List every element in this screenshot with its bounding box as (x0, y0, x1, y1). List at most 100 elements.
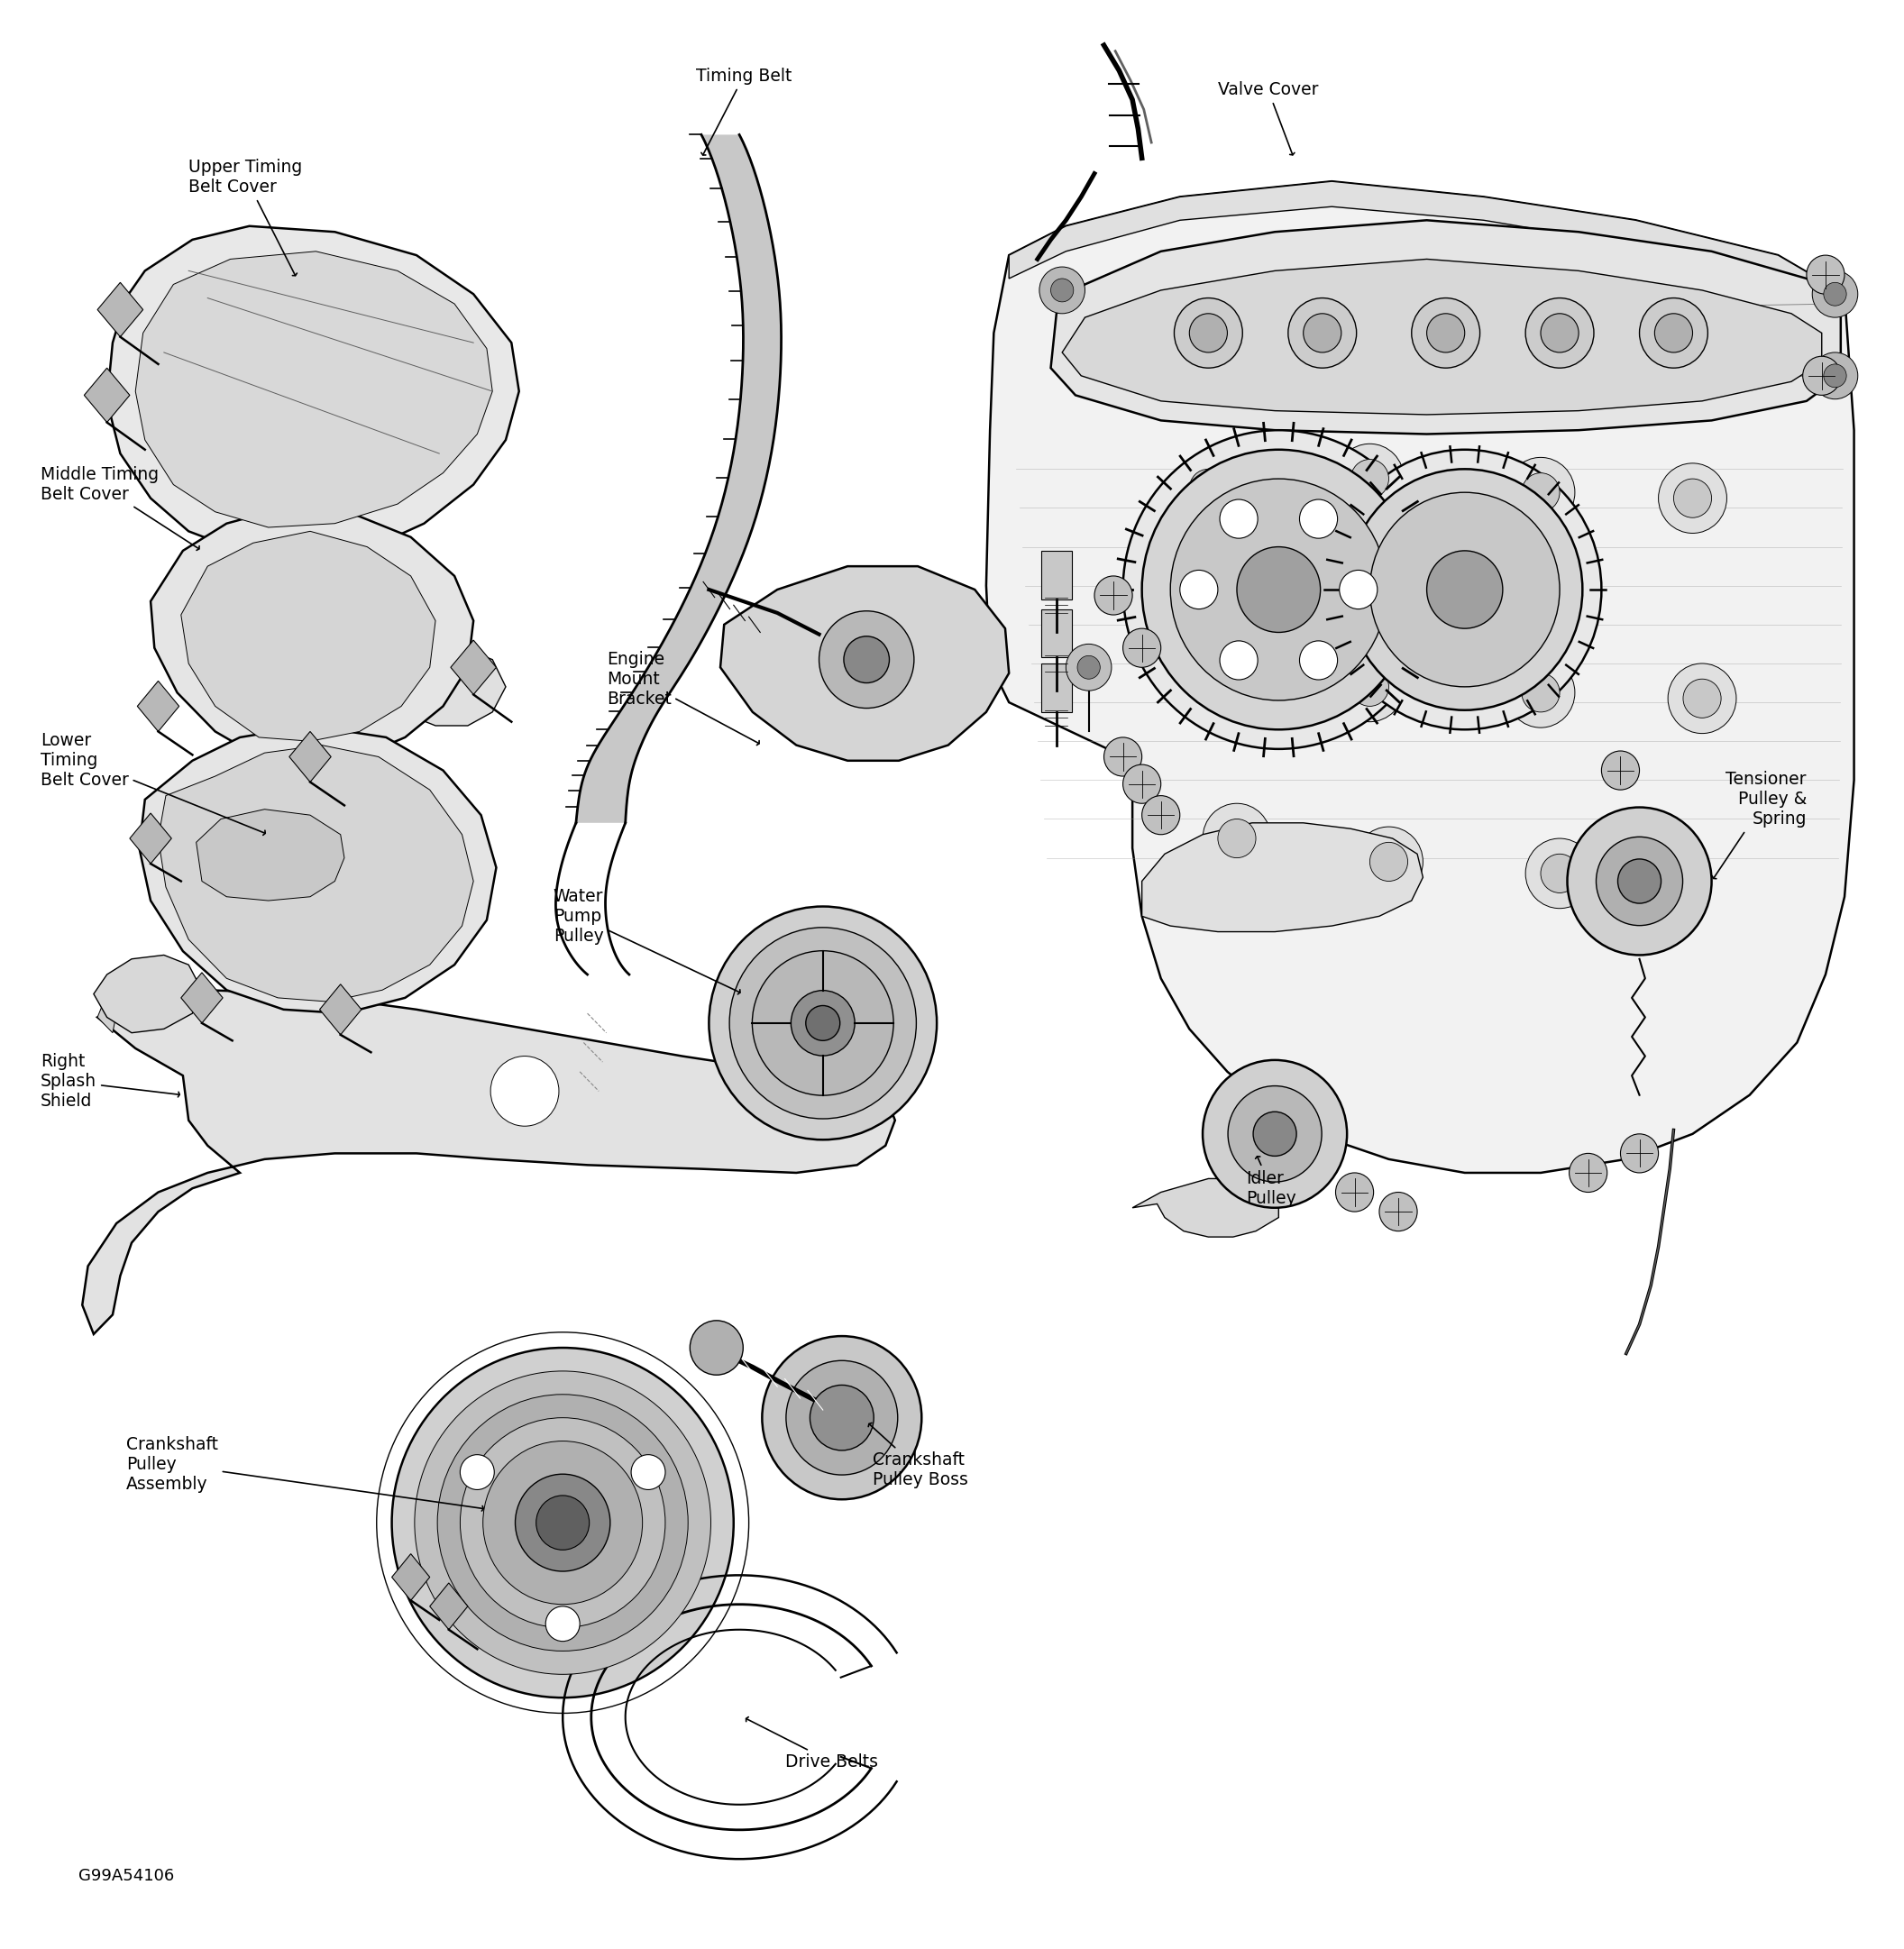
Text: Timing Belt: Timing Belt (695, 68, 792, 156)
Circle shape (516, 1473, 609, 1571)
Circle shape (1596, 836, 1683, 926)
Circle shape (392, 1349, 733, 1698)
Polygon shape (1133, 1179, 1279, 1238)
Circle shape (1369, 493, 1559, 686)
Circle shape (1335, 1173, 1373, 1212)
Circle shape (1354, 826, 1422, 897)
Circle shape (484, 1440, 642, 1604)
Circle shape (1369, 842, 1407, 881)
Circle shape (790, 990, 855, 1056)
Polygon shape (150, 509, 474, 764)
Polygon shape (137, 680, 179, 731)
Polygon shape (1051, 220, 1841, 435)
Polygon shape (451, 639, 497, 694)
Polygon shape (320, 984, 362, 1035)
Circle shape (708, 906, 937, 1140)
Polygon shape (135, 251, 493, 528)
Circle shape (1824, 283, 1847, 306)
Circle shape (1521, 672, 1559, 711)
Circle shape (1180, 571, 1219, 608)
Text: G99A54106: G99A54106 (78, 1867, 175, 1885)
Circle shape (461, 1454, 495, 1489)
Polygon shape (577, 134, 781, 822)
Circle shape (1620, 1134, 1658, 1173)
Circle shape (1506, 458, 1575, 528)
Polygon shape (97, 971, 154, 1033)
Circle shape (1190, 314, 1228, 353)
Polygon shape (986, 181, 1854, 1173)
Text: Idler
Pulley: Idler Pulley (1247, 1156, 1297, 1206)
Circle shape (1668, 663, 1736, 733)
Polygon shape (1009, 181, 1845, 314)
Polygon shape (1041, 552, 1072, 598)
Circle shape (1807, 255, 1845, 294)
Polygon shape (430, 1583, 468, 1629)
Circle shape (1123, 628, 1161, 667)
Circle shape (1123, 431, 1434, 748)
Circle shape (1683, 678, 1721, 717)
Circle shape (415, 1370, 710, 1674)
Circle shape (1171, 479, 1386, 700)
Polygon shape (392, 1553, 430, 1600)
Polygon shape (1062, 259, 1822, 415)
Text: Middle Timing
Belt Cover: Middle Timing Belt Cover (40, 466, 200, 550)
Circle shape (1618, 860, 1660, 902)
Circle shape (1346, 470, 1582, 709)
Polygon shape (82, 990, 895, 1335)
Circle shape (1426, 314, 1464, 353)
Circle shape (1220, 499, 1259, 538)
Circle shape (546, 1606, 581, 1641)
Circle shape (1289, 298, 1356, 368)
Circle shape (1335, 651, 1403, 721)
Circle shape (1051, 279, 1074, 302)
Circle shape (1540, 854, 1578, 893)
Circle shape (1203, 803, 1272, 873)
Circle shape (537, 1495, 590, 1549)
Circle shape (1813, 271, 1858, 318)
Circle shape (843, 635, 889, 682)
Text: Right
Splash
Shield: Right Splash Shield (40, 1052, 179, 1109)
Circle shape (1426, 552, 1502, 628)
Circle shape (1824, 364, 1847, 388)
Circle shape (1175, 298, 1243, 368)
Polygon shape (249, 532, 506, 725)
Circle shape (1506, 657, 1575, 727)
Circle shape (1142, 450, 1415, 729)
Circle shape (1300, 641, 1337, 680)
Circle shape (1040, 267, 1085, 314)
Circle shape (1639, 298, 1708, 368)
Circle shape (1569, 1154, 1607, 1193)
Circle shape (491, 1056, 560, 1127)
Polygon shape (720, 567, 1009, 760)
Polygon shape (181, 532, 436, 741)
Circle shape (1525, 838, 1594, 908)
Polygon shape (158, 745, 474, 1002)
Circle shape (805, 1006, 840, 1041)
Circle shape (1253, 1111, 1297, 1156)
Circle shape (1350, 667, 1388, 706)
Circle shape (1200, 643, 1238, 682)
Polygon shape (181, 973, 223, 1023)
Circle shape (729, 928, 916, 1119)
Circle shape (1540, 314, 1578, 353)
Circle shape (1300, 499, 1337, 538)
Circle shape (1078, 655, 1101, 678)
Polygon shape (129, 813, 171, 863)
Text: Water
Pump
Pulley: Water Pump Pulley (554, 889, 741, 994)
Circle shape (461, 1417, 664, 1627)
Circle shape (786, 1360, 897, 1475)
Circle shape (1803, 357, 1841, 396)
Polygon shape (139, 725, 497, 1013)
Circle shape (1339, 571, 1377, 608)
Text: Crankshaft
Pulley Boss: Crankshaft Pulley Boss (868, 1423, 967, 1489)
Circle shape (1655, 314, 1693, 353)
Polygon shape (84, 368, 129, 423)
Text: Tensioner
Pulley &
Spring: Tensioner Pulley & Spring (1712, 772, 1807, 879)
Circle shape (1378, 1193, 1417, 1232)
Circle shape (438, 1394, 687, 1651)
Circle shape (1411, 298, 1479, 368)
Polygon shape (1041, 663, 1072, 711)
Circle shape (1184, 628, 1253, 698)
Circle shape (1304, 314, 1340, 353)
Text: Upper Timing
Belt Cover: Upper Timing Belt Cover (188, 160, 303, 275)
